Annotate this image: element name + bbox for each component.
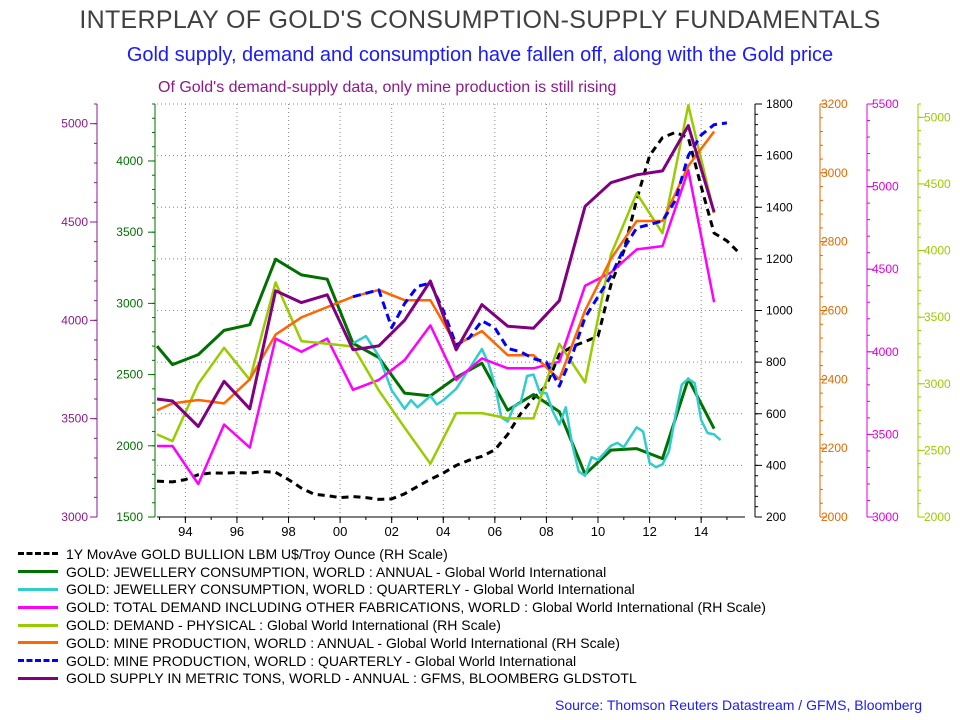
series-line-4 [156,104,716,465]
legend-swatch [18,623,58,627]
x-tick-label: 02 [384,524,398,539]
demand-tick-label: 4500 [872,262,899,276]
physical-tick-label: 2500 [924,443,951,457]
chart-title: INTERPLAY OF GOLD'S CONSUMPTION-SUPPLY F… [79,6,881,34]
legend: 1Y MovAve GOLD BULLION LBM U$/Troy Ounce… [18,545,766,687]
legend-swatch [18,605,58,609]
x-tick-label: 98 [281,524,295,539]
legend-swatch [18,676,58,680]
legend-label: GOLD: JEWELLERY CONSUMPTION, WORLD : QUA… [66,581,635,598]
legend-label: GOLD: MINE PRODUCTION, WORLD : QUARTERLY… [66,652,577,669]
supply-tick-label: 4000 [61,313,88,327]
legend-label: 1Y MovAve GOLD BULLION LBM U$/Troy Ounce… [66,545,448,562]
price-tick-label: 800 [766,355,786,369]
supply-tick-label: 5000 [61,117,88,131]
supply-tick-label: 3000 [61,510,88,524]
series-line-0 [156,130,739,501]
legend-item: GOLD: JEWELLERY CONSUMPTION, WORLD : QUA… [18,581,766,599]
legend-swatch [18,552,58,556]
axes-layer: 94 96 98 00 02 04 06 08 10 12 14 3000 3500 4000 4500 50… [61,97,951,539]
mine-tick-label: 2200 [821,441,848,455]
legend-label: GOLD: TOTAL DEMAND INCLUDING OTHER FABRI… [66,599,766,616]
chart-note: Of Gold's demand-supply data, only mine … [158,79,617,96]
supply-tick-label: 4500 [61,215,88,229]
legend-swatch [18,659,58,663]
mine-tick-label: 3000 [821,166,848,180]
mine-tick-label: 2400 [821,372,848,386]
x-tick-label: 06 [488,524,502,539]
series-line-5 [156,130,716,412]
legend-item: GOLD: MINE PRODUCTION, WORLD : ANNUAL - … [18,634,766,652]
supply-tick-label: 3500 [61,412,88,426]
jewellery-tick-label: 2000 [116,439,143,453]
legend-label: GOLD: DEMAND - PHYSICAL : Global World I… [66,617,501,634]
series-line-2 [352,334,722,477]
series-layer [155,104,739,501]
mine-tick-label: 2800 [821,235,848,249]
legend-item: 1Y MovAve GOLD BULLION LBM U$/Troy Ounce… [18,545,766,563]
legend-label: GOLD: MINE PRODUCTION, WORLD : ANNUAL - … [66,634,620,651]
chart-subtitle: Gold supply, demand and consumption have… [126,44,834,66]
x-tick-label: 08 [539,524,553,539]
x-tick-label: 96 [230,524,244,539]
physical-tick-label: 5000 [924,110,951,124]
jewellery-tick-label: 2500 [116,368,143,382]
physical-tick-label: 3500 [924,310,951,324]
legend-label: GOLD: JEWELLERY CONSUMPTION, WORLD : ANN… [66,563,607,580]
legend-item: GOLD: TOTAL DEMAND INCLUDING OTHER FABRI… [18,598,766,616]
demand-tick-label: 4000 [872,345,899,359]
jewellery-tick-label: 3500 [116,225,143,239]
demand-tick-label: 5000 [872,180,899,194]
price-tick-label: 1600 [766,149,793,163]
physical-tick-label: 3000 [924,377,951,391]
price-tick-label: 400 [766,458,786,472]
x-tick-label: 12 [642,524,656,539]
legend-item: GOLD: DEMAND - PHYSICAL : Global World I… [18,616,766,634]
price-tick-label: 1800 [766,97,793,111]
demand-tick-label: 3500 [872,427,899,441]
x-tick-label: 04 [436,524,450,539]
series-line-6 [352,121,728,388]
jewellery-tick-label: 1500 [116,510,143,524]
demand-tick-label: 5500 [872,97,899,111]
price-tick-label: 200 [766,510,786,524]
physical-tick-label: 4500 [924,177,951,191]
jewellery-tick-label: 4000 [116,154,143,168]
mine-tick-label: 2600 [821,304,848,318]
price-tick-label: 1200 [766,252,793,266]
mine-tick-label: 2000 [821,510,848,524]
chart-svg: 94 96 98 00 02 04 06 08 10 12 14 3000 3500 4000 4500 50… [61,97,951,539]
legend-swatch [18,641,58,645]
x-tick-label: 00 [333,524,347,539]
legend-swatch [18,587,58,591]
series-line-7 [156,124,716,428]
mine-tick-label: 3200 [821,97,848,111]
jewellery-tick-label: 3000 [116,296,143,310]
legend-swatch [18,570,58,574]
legend-item: GOLD SUPPLY IN METRIC TONS, WORLD - ANNU… [18,670,766,688]
price-tick-label: 600 [766,407,786,421]
physical-tick-label: 4000 [924,244,951,258]
price-tick-label: 1000 [766,304,793,318]
physical-tick-label: 2000 [924,510,951,524]
price-tick-label: 1400 [766,200,793,214]
x-tick-label: 14 [694,524,708,539]
legend-item: GOLD: JEWELLERY CONSUMPTION, WORLD : ANN… [18,563,766,581]
x-tick-label: 94 [178,524,192,539]
legend-item: GOLD: MINE PRODUCTION, WORLD : QUARTERLY… [18,652,766,670]
source-note: Source: Thomson Reuters Datastream / GFM… [555,697,922,713]
x-tick-label: 10 [591,524,605,539]
demand-tick-label: 3000 [872,510,899,524]
series-line-3 [157,168,716,486]
legend-label: GOLD SUPPLY IN METRIC TONS, WORLD - ANNU… [66,670,637,687]
